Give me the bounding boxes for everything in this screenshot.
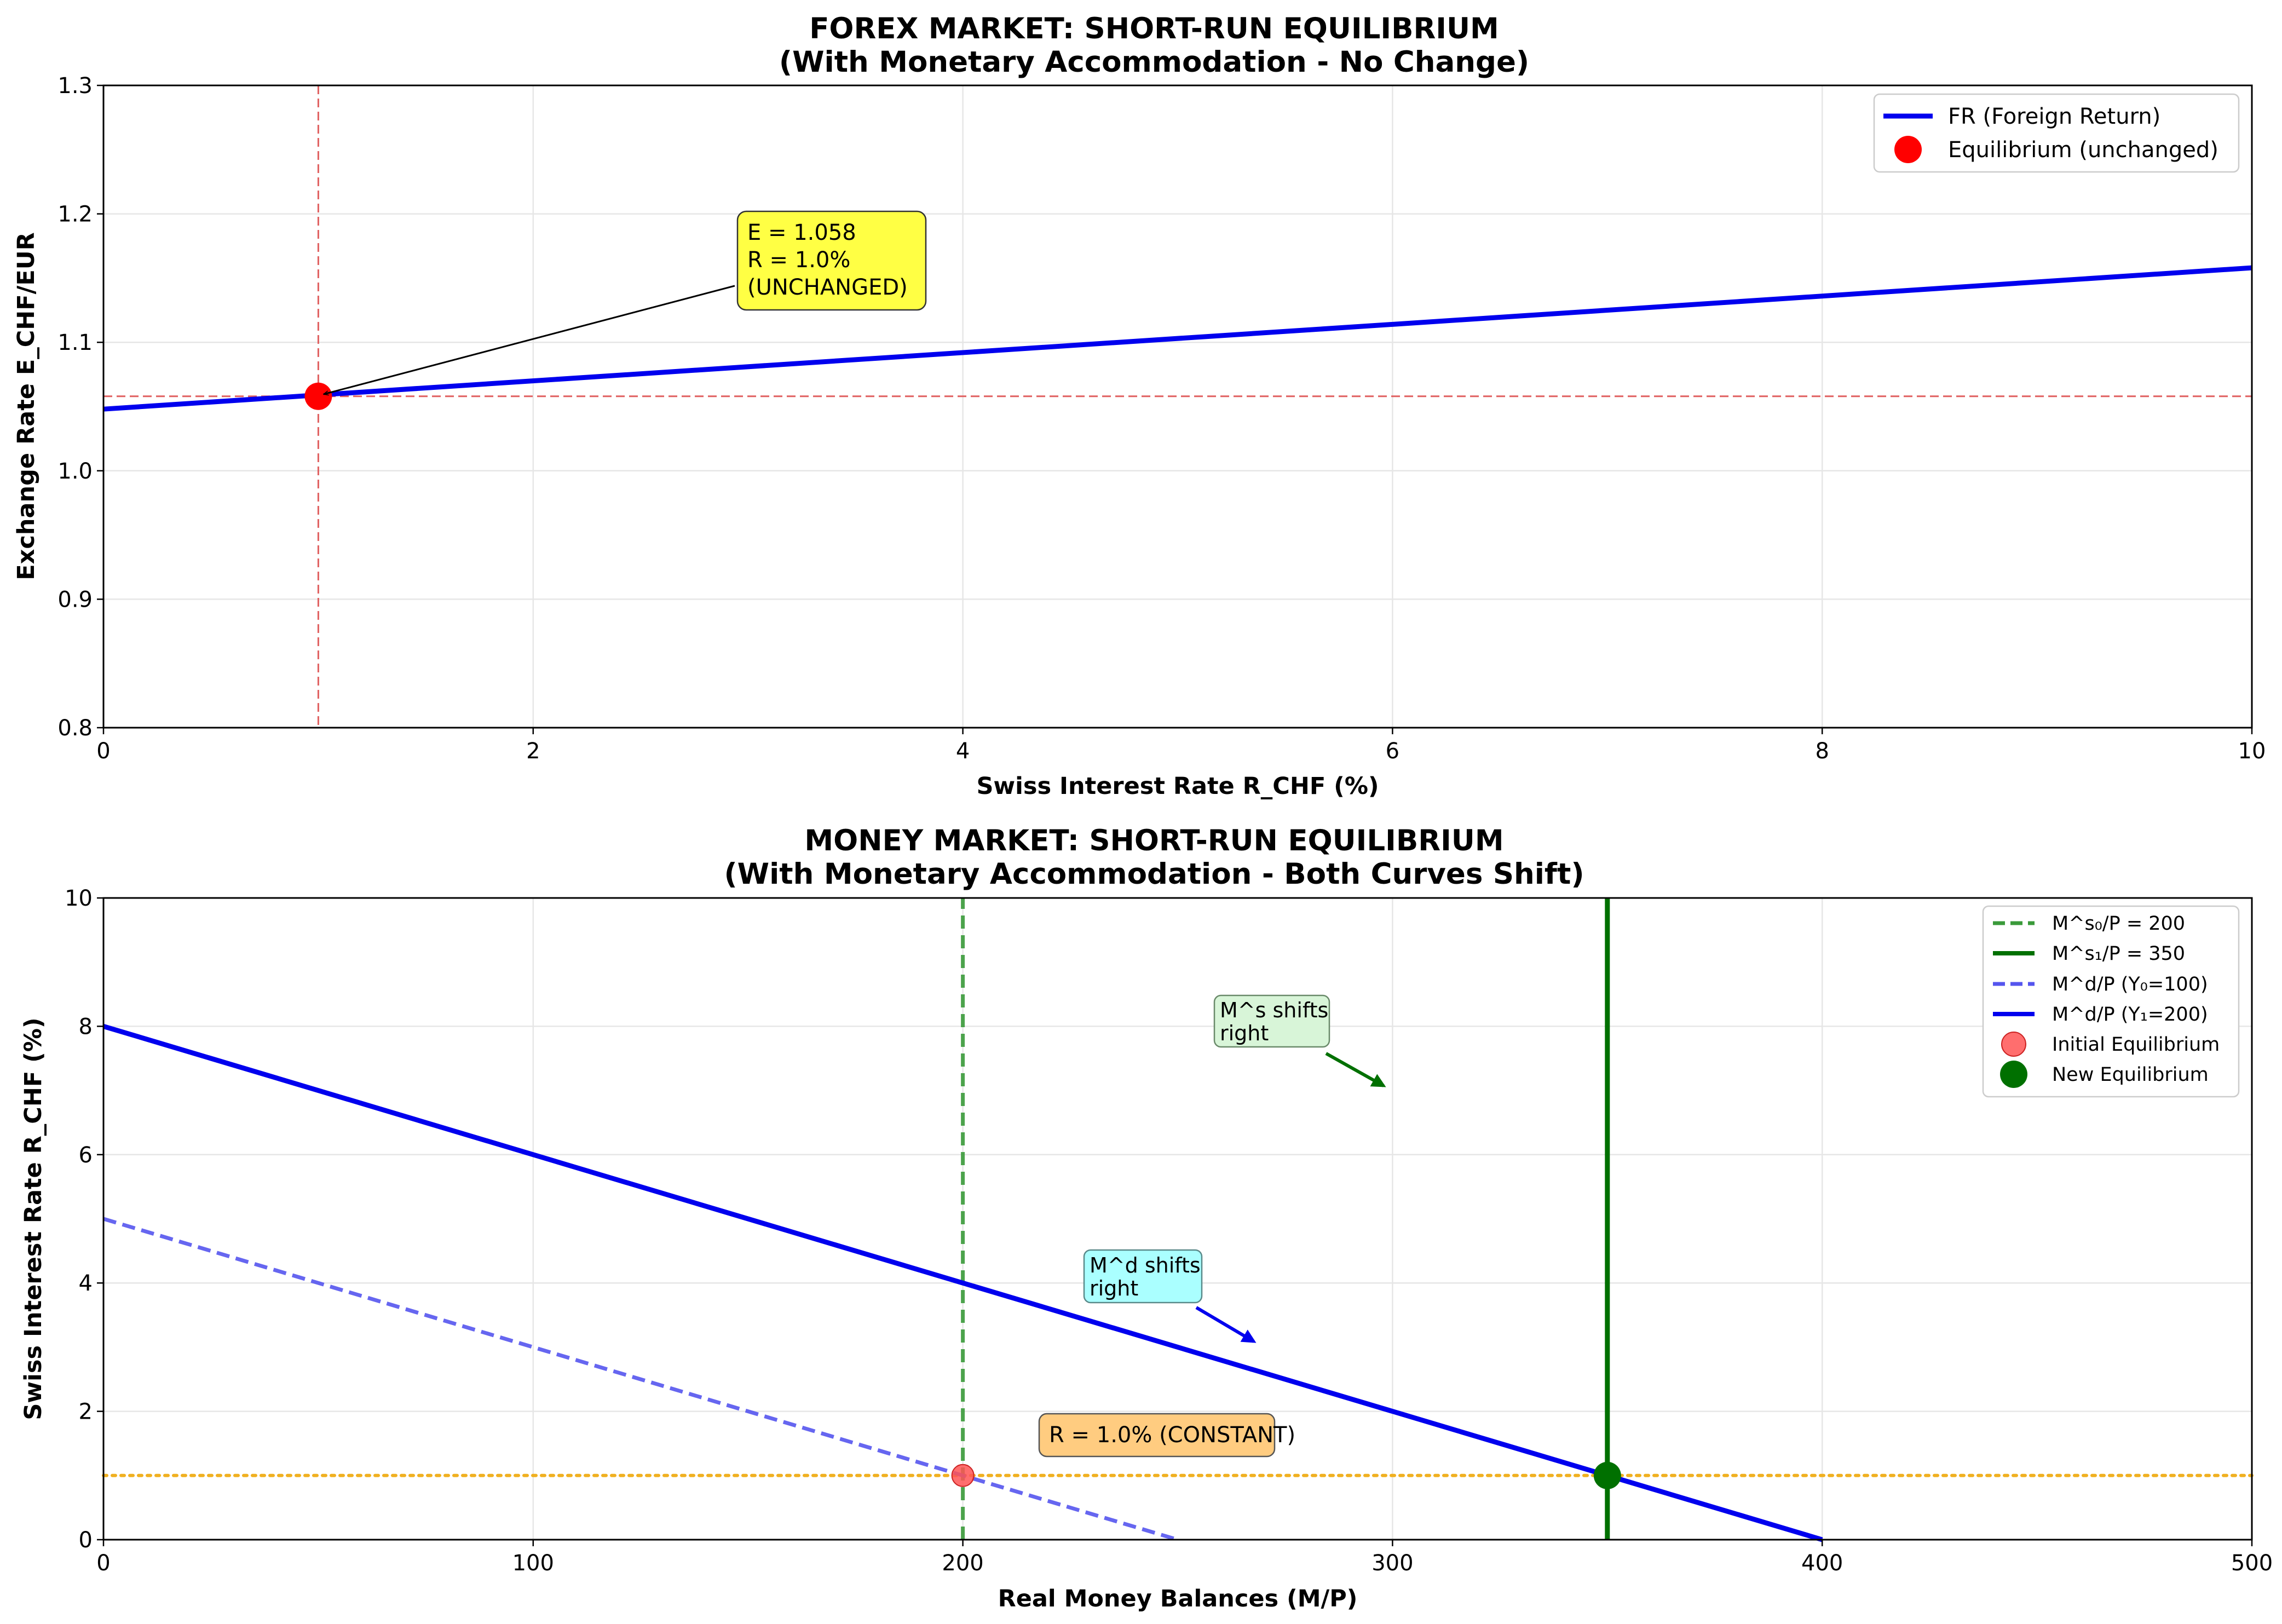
money-xtick-label-0: 0 (96, 1551, 110, 1576)
forex-ytick-label-0: 0.8 (57, 716, 93, 741)
forex-annotation-line-2: R = 1.0% (747, 247, 850, 273)
forex-annotation-arrow (324, 285, 735, 394)
md-shift-line-2: right (1090, 1276, 1138, 1300)
forex-series (103, 265, 2252, 412)
money-legend-box (1982, 905, 2240, 1098)
money-xtick-label-1: 100 (512, 1551, 554, 1576)
ms-shift-line-2: right (1220, 1021, 1269, 1045)
money-annotation-ms: M^s shifts right (1213, 994, 1386, 1087)
money-series-line-3 (102, 1024, 1823, 1542)
forex-series-line-0 (103, 265, 2252, 412)
forex-xtick-label-5: 10 (2238, 739, 2266, 764)
money-legend: M^s₀/P = 200 M^s₁/P = 350 M^d/P (Y₀=100)… (1982, 905, 2240, 1098)
forex-reference-lines (103, 85, 2252, 728)
forex-chart: FOREX MARKET: SHORT-RUN EQUILIBRIUM (Wit… (13, 12, 2266, 800)
money-series-line-2 (102, 1217, 1179, 1542)
forex-ylabel: Exchange Rate E_CHF/EUR (13, 232, 40, 580)
money-legend-label-md1: M^d/P (Y₁=200) (2052, 1004, 2208, 1026)
money-xtick-label-5: 500 (2231, 1551, 2273, 1576)
forex-legend-swatch-eq (1894, 136, 1922, 163)
money-chart: MONEY MARKET: SHORT-RUN EQUILIBRIUM (Wit… (20, 824, 2273, 1613)
money-annotation-md: M^d shifts right (1083, 1249, 1257, 1343)
money-ytick-label-5: 10 (65, 886, 93, 911)
forex-ticks: 0 2 4 6 8 10 0.8 0.9 1.0 1.1 1.2 1.3 (57, 73, 2266, 764)
forex-annotation-line-1: E = 1.058 (747, 220, 856, 245)
money-ytick-label-4: 8 (79, 1014, 93, 1039)
ms-shift-arrow (1325, 1052, 1386, 1087)
money-xtick-label-2: 200 (942, 1551, 983, 1576)
forex-xtick-label-2: 4 (956, 739, 970, 764)
constant-rate-box (1038, 1413, 1276, 1458)
forex-legend: FR (Foreign Return) Equilibrium (unchang… (1873, 93, 2240, 173)
forex-annotation-box (736, 210, 927, 311)
forex-plot-frame (102, 84, 2253, 729)
money-ytick-label-2: 4 (79, 1271, 93, 1296)
forex-grid (102, 84, 2253, 729)
money-legend-label-initial: Initial Equilibrium (2052, 1034, 2220, 1056)
money-ticks: 0 100 200 300 400 500 0 2 4 6 8 10 (65, 886, 2273, 1576)
money-legend-label-md0: M^d/P (Y₀=100) (2052, 974, 2208, 995)
money-legend-label-ms1: M^s₁/P = 350 (2052, 943, 2185, 965)
forex-ytick-label-2: 1.0 (57, 459, 93, 484)
forex-points (304, 382, 332, 410)
forex-legend-label-eq: Equilibrium (unchanged) (1948, 137, 2218, 163)
money-ytick-label-0: 0 (79, 1528, 93, 1553)
money-xtick-label-4: 400 (1801, 1551, 1843, 1576)
ms-shift-line-1: M^s shifts (1220, 998, 1328, 1022)
forex-ytick-label-3: 1.1 (57, 330, 93, 355)
money-annotation-constant: R = 1.0% (CONSTANT) (1038, 1413, 1295, 1458)
money-legend-label-new: New Equilibrium (2052, 1064, 2209, 1086)
money-plot-frame (102, 897, 2253, 1541)
money-xtick-label-3: 300 (1371, 1551, 1413, 1576)
forex-ytick-label-4: 1.2 (57, 202, 93, 227)
md-shift-arrow (1195, 1306, 1257, 1343)
money-ytick-label-3: 6 (79, 1143, 93, 1168)
ms-shift-box (1213, 994, 1330, 1048)
money-point-0 (951, 1464, 975, 1487)
forex-xlabel: Swiss Interest Rate R_CHF (%) (976, 773, 1379, 800)
money-series (102, 898, 1823, 1542)
money-ylabel: Swiss Interest Rate R_CHF (%) (20, 1017, 47, 1420)
constant-rate-text: R = 1.0% (CONSTANT) (1049, 1423, 1295, 1448)
md-shift-line-1: M^d shifts (1090, 1253, 1201, 1277)
forex-title: FOREX MARKET: SHORT-RUN EQUILIBRIUM (809, 12, 1499, 45)
forex-xtick-label-1: 2 (526, 739, 540, 764)
forex-xtick-label-3: 6 (1386, 739, 1399, 764)
forex-point-0 (304, 382, 332, 410)
forex-xtick-label-0: 0 (96, 739, 110, 764)
money-title: MONEY MARKET: SHORT-RUN EQUILIBRIUM (804, 824, 1503, 857)
money-legend-swatch-initial (2001, 1032, 2026, 1057)
forex-annotation: E = 1.058 R = 1.0% (UNCHANGED) (324, 210, 927, 394)
money-xlabel: Real Money Balances (M/P) (998, 1585, 1358, 1613)
forex-ytick-label-5: 1.3 (57, 73, 93, 99)
forex-legend-label-fr: FR (Foreign Return) (1948, 104, 2160, 129)
money-legend-swatch-new (2000, 1061, 2027, 1088)
forex-xtick-label-4: 8 (1815, 739, 1829, 764)
money-legend-label-ms0: M^s₀/P = 200 (2052, 913, 2185, 935)
money-points (951, 1461, 1621, 1489)
forex-annotation-line-3: (UNCHANGED) (747, 275, 908, 300)
money-point-1 (1593, 1461, 1621, 1489)
money-ytick-label-1: 2 (79, 1400, 93, 1425)
md-shift-box (1083, 1249, 1203, 1304)
forex-subtitle: (With Monetary Accommodation - No Change… (779, 45, 1529, 79)
forex-ytick-label-1: 0.9 (57, 587, 93, 612)
money-subtitle: (With Monetary Accommodation - Both Curv… (724, 857, 1584, 891)
forex-legend-box (1873, 93, 2240, 173)
